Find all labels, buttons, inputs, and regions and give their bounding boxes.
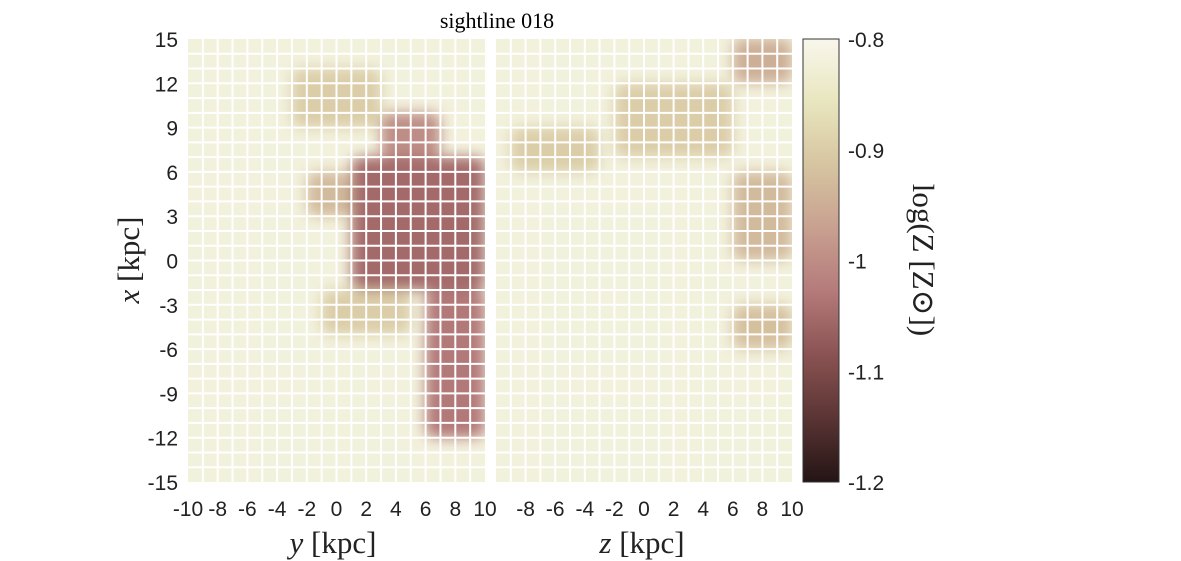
- left-y-tick-label: -6: [159, 339, 178, 362]
- left-heatmap-grid: [188, 39, 485, 482]
- colorbar-tick-label: -0.8: [848, 29, 884, 52]
- left-y-tick-label: 6: [166, 162, 178, 185]
- left-x-axis-label: y [kpc]: [287, 525, 377, 560]
- left-x-tick-label: -8: [208, 498, 227, 521]
- right-x-tick-label: 8: [757, 498, 769, 521]
- left-x-tick-label: 10: [473, 498, 496, 521]
- colorbar-label: log(Z [Z⊙]): [906, 184, 941, 337]
- left-x-tick-label: 8: [449, 498, 461, 521]
- left-heatmap-panel: -10 -8 -6 -4 -2 0 2 4 6 8 10 15129630-3-6-9-12-15 …: [111, 29, 497, 560]
- left-y-axis-label: x [kpc]: [111, 217, 146, 305]
- right-x-tick-label: -6: [546, 498, 565, 521]
- chart-title: sightline 018: [440, 8, 554, 33]
- colorbar-tick-label: -1.1: [848, 361, 884, 384]
- right-x-tick-label: -4: [575, 498, 594, 521]
- left-x-axis-unit: [kpc]: [311, 525, 376, 560]
- right-x-axis-unit: [kpc]: [619, 525, 684, 560]
- colorbar-tick-label: -1.2: [848, 472, 884, 495]
- colorbar-tick-labels: -0.8 -0.9 -1 -1.1 -1.2: [848, 29, 884, 495]
- left-x-tick-labels: -10 -8 -6 -4 -2 0 2 4 6 8 10: [173, 498, 497, 521]
- right-heatmap-grid: [496, 39, 792, 482]
- right-x-tick-label: 10: [780, 498, 803, 521]
- left-y-tick-label: 15: [155, 29, 178, 52]
- left-y-tick-label: -12: [148, 428, 178, 451]
- left-y-tick-label: 0: [166, 251, 178, 274]
- left-y-axis-unit: [kpc]: [111, 217, 146, 282]
- right-x-axis-variable: z: [598, 525, 611, 560]
- left-y-tick-labels: 15 12 9 6 3 0 -3 -6 -9 -12 -15: [148, 29, 178, 495]
- left-x-tick-label: -6: [238, 498, 257, 521]
- colorbar-tick-label: -0.9: [848, 140, 884, 163]
- colorbar-tick-label: -1: [848, 251, 867, 274]
- right-x-tick-label: 2: [668, 498, 680, 521]
- left-y-tick-label: -9: [159, 383, 178, 406]
- left-x-tick-label: 0: [331, 498, 343, 521]
- left-x-tick-label: -10: [173, 498, 203, 521]
- left-y-tick-label: -15: [148, 472, 178, 495]
- right-x-tick-label: 6: [727, 498, 739, 521]
- left-y-tick-label: 9: [166, 118, 178, 141]
- left-x-tick-label: 2: [360, 498, 372, 521]
- left-y-tick-label: -3: [159, 295, 178, 318]
- right-heatmap-panel: -8 -6 -4 -2 0 2 4 6 8 10 z [kpc]: [496, 39, 804, 560]
- left-x-tick-label: 6: [420, 498, 432, 521]
- left-x-tick-label: -2: [297, 498, 316, 521]
- left-heatmap-region-0: [351, 157, 485, 291]
- right-x-tick-label: -8: [516, 498, 535, 521]
- left-y-tick-label: 3: [166, 206, 178, 229]
- left-y-axis-variable: x: [111, 289, 146, 304]
- left-heatmap-region-4: [306, 171, 352, 217]
- right-x-tick-labels: -8 -6 -4 -2 0 2 4 6 8 10: [516, 498, 803, 521]
- right-x-axis-label: z [kpc]: [598, 525, 684, 560]
- left-x-axis-variable: y: [287, 525, 304, 560]
- right-x-tick-label: -2: [605, 498, 624, 521]
- right-x-tick-label: 0: [638, 498, 650, 521]
- left-x-tick-label: 4: [390, 498, 402, 521]
- left-x-tick-label: -4: [268, 498, 287, 521]
- colorbar: -0.8 -0.9 -1 -1.1 -1.2 log(Z [Z⊙]): [802, 29, 941, 495]
- left-y-tick-label: 12: [155, 73, 178, 96]
- colorbar-gradient: [802, 38, 840, 483]
- right-x-tick-label: 4: [697, 498, 709, 521]
